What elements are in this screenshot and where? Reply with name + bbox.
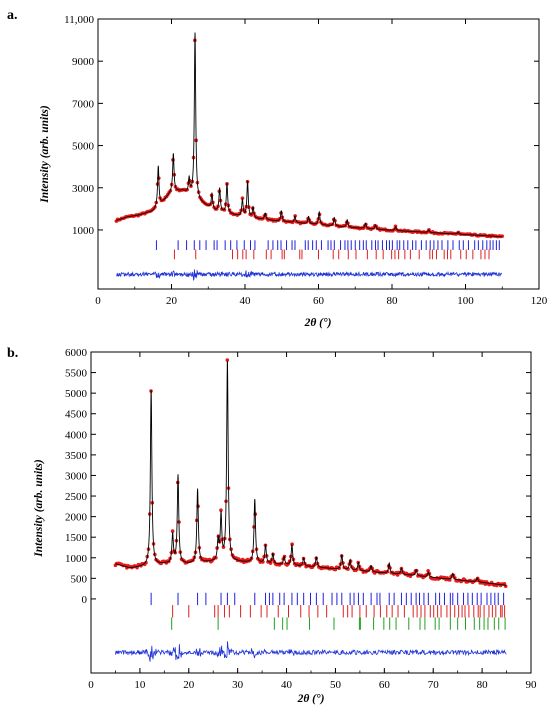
y-tick-label: 7000 (72, 98, 95, 110)
x-tick-label: 80 (387, 295, 399, 307)
observed-points-b (113, 358, 508, 589)
observed-point (221, 545, 226, 549)
y-tick-label: 500 (71, 573, 88, 585)
y-tick-label: 4500 (65, 409, 88, 421)
observed-point (355, 567, 359, 572)
difference-curve-b (115, 641, 507, 662)
y-axis-label-a: Intensity (arb. units) (39, 105, 51, 204)
x-tick-label: 0 (95, 295, 101, 307)
bragg-ticks-a-1 (155, 240, 500, 250)
observed-point (426, 569, 430, 573)
y-tick-label: 3000 (72, 183, 95, 195)
observed-point (144, 560, 148, 565)
observed-point (170, 529, 175, 533)
x-tick-label: 120 (531, 295, 548, 307)
x-tick-label: 20 (183, 679, 195, 691)
x-tick-label: 100 (457, 295, 474, 307)
calculated-profile-a (116, 32, 503, 238)
y-tick-label: 2500 (65, 491, 88, 503)
y-tick-label: 5500 (65, 368, 88, 380)
observed-points-a (114, 38, 505, 239)
x-axis-label-b: 2θ (°) (297, 693, 325, 705)
observed-point (337, 566, 341, 570)
axes-b: 0 10 20 30 40 50 60 70 80 90 0 500 1000 1500 2000 2500 3… (65, 347, 537, 691)
observed-point (240, 196, 245, 200)
y-tick-label: 11,000 (64, 14, 94, 26)
y-tick-label: 1500 (65, 532, 88, 544)
axes-a: 0 20 40 60 80 100 120 1000 3000 5000 7000 9000 11,00… (64, 14, 548, 307)
y-tick-label: 5000 (72, 141, 95, 153)
panel-label-b: b. (7, 346, 18, 361)
observed-point (219, 508, 223, 512)
y-axis-label-b: Intensity (arb. units) (33, 459, 45, 558)
x-axis-label-a: 2θ (°) (304, 317, 332, 329)
plot-content-a (114, 32, 505, 282)
y-tick-label: 3500 (65, 450, 88, 462)
x-tick-label: 20 (166, 295, 178, 307)
x-tick-label: 90 (526, 679, 538, 691)
observed-point (500, 234, 505, 238)
observed-point (290, 542, 294, 547)
y-tick-label: 9000 (72, 56, 95, 68)
y-tick-label: 2000 (65, 512, 88, 524)
x-tick-label: 30 (232, 679, 244, 691)
x-tick-label: 10 (134, 679, 146, 691)
panel-label-a: a. (7, 8, 18, 23)
y-tick-label: 1000 (65, 553, 88, 565)
calculated-profile-b (115, 360, 507, 586)
x-tick-label: 80 (477, 679, 489, 691)
observed-point (225, 358, 230, 362)
x-tick-label: 40 (240, 295, 252, 307)
y-tick-label: 0 (82, 594, 88, 606)
y-tick-label: 4000 (65, 429, 88, 441)
x-tick-label: 60 (313, 295, 325, 307)
y-tick-label: 6000 (65, 347, 88, 359)
plot-frame-a (97, 18, 540, 290)
x-tick-label: 60 (379, 679, 391, 691)
x-tick-label: 40 (281, 679, 293, 691)
x-tick-label: 0 (88, 679, 94, 691)
bragg-ticks-b-2 (172, 605, 506, 618)
x-tick-label: 50 (330, 679, 342, 691)
plot-content-b (113, 358, 508, 662)
difference-curve-a (116, 269, 503, 282)
panel-b: b. 0 10 20 30 40 50 60 70 80 90 0 500 1000 1500 2000 25… (7, 346, 537, 705)
y-tick-label: 3000 (65, 470, 88, 482)
panel-a: a. 0 20 40 60 80 100 120 1000 3000 5000 7000 9000 11… (7, 8, 548, 329)
x-tick-label: 70 (428, 679, 440, 691)
y-tick-label: 5000 (65, 388, 88, 400)
bragg-ticks-a-2 (173, 249, 490, 260)
bragg-ticks-b-1 (150, 592, 505, 606)
bragg-ticks-b-3 (171, 617, 506, 630)
y-tick-label: 1000 (72, 225, 95, 237)
